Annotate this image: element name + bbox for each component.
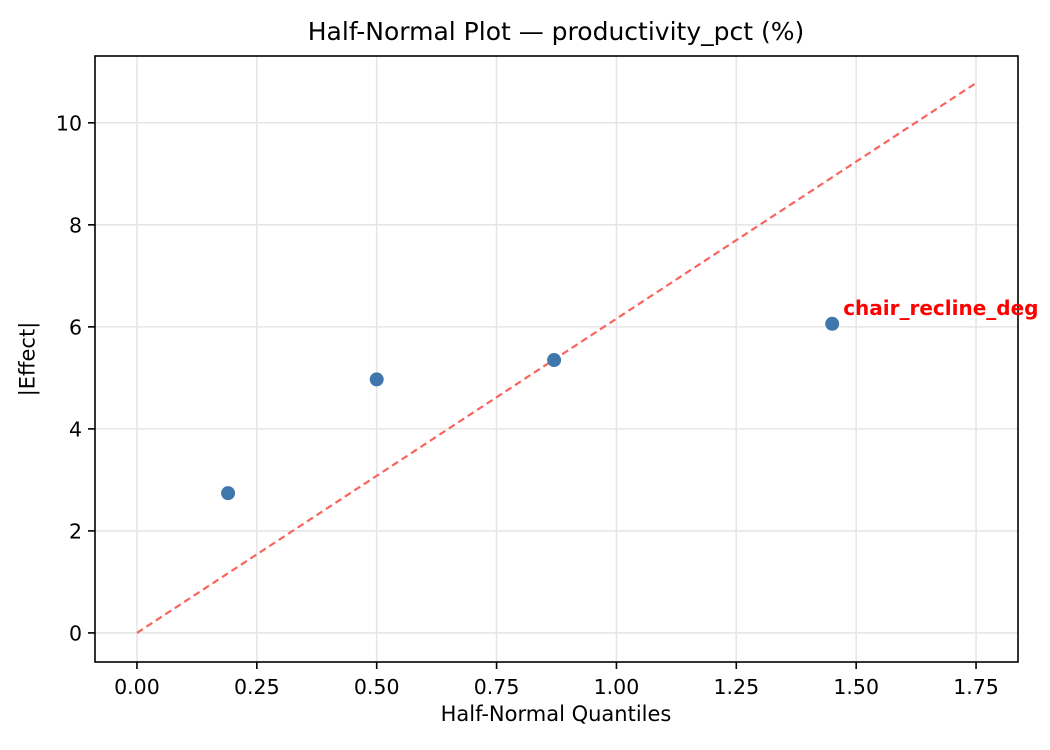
data-point — [547, 353, 562, 368]
x-tick-label: 1.25 — [713, 675, 759, 699]
plot-border — [94, 55, 1019, 663]
y-tick-label: 8 — [69, 213, 82, 237]
y-axis-label: |Effect| — [15, 321, 40, 397]
data-point — [221, 486, 236, 501]
x-tick-label: 1.00 — [594, 675, 640, 699]
y-tick-label: 2 — [69, 519, 82, 543]
data-point — [369, 372, 384, 387]
data-point — [825, 316, 840, 331]
y-tick-label: 0 — [69, 621, 82, 645]
y-tick-label: 6 — [69, 315, 82, 339]
x-tick-label: 0.75 — [474, 675, 520, 699]
x-axis-label: Half-Normal Quantiles — [440, 702, 672, 726]
chart-title: Half-Normal Plot — productivity_pct (%) — [307, 17, 805, 46]
x-tick-label: 1.75 — [953, 675, 999, 699]
x-tick-label: 0.00 — [114, 675, 160, 699]
x-tick-label: 0.25 — [234, 675, 280, 699]
x-tick-label: 1.50 — [833, 675, 879, 699]
y-tick-label: 4 — [69, 417, 82, 441]
x-tick-label: 0.50 — [354, 675, 400, 699]
point-annotation-chair-recline-deg: chair_recline_deg — [843, 295, 1039, 320]
y-tick-label: 10 — [56, 111, 82, 135]
